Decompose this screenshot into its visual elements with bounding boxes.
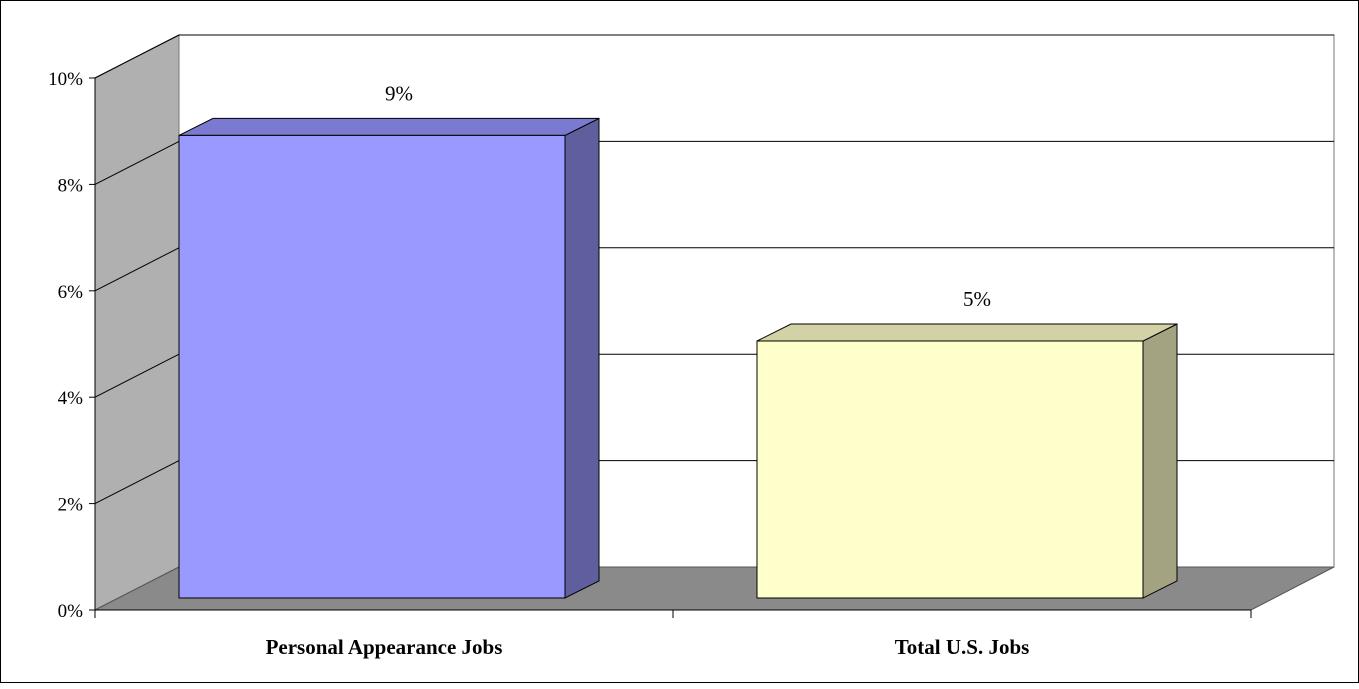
bar-1	[178, 134, 566, 599]
data-label-2: 5%	[963, 287, 991, 311]
bar-2	[756, 340, 1144, 599]
category-label-1: Personal Appearance Jobs	[266, 635, 503, 659]
gridline-side	[94, 34, 180, 79]
gridline-side	[94, 140, 180, 185]
y-tick-label: 2%	[58, 495, 84, 516]
bar-side-2	[1142, 323, 1178, 599]
y-tick-label: 6%	[58, 282, 84, 303]
y-tick-label: 10%	[48, 69, 83, 90]
bar-top-1	[178, 117, 600, 136]
bar-side-1	[564, 117, 600, 599]
gridline-side	[94, 353, 180, 398]
side-wall	[94, 34, 180, 611]
category-label-2: Total U.S. Jobs	[895, 635, 1030, 659]
y-tick-label: 4%	[58, 388, 84, 409]
gridline-side	[94, 460, 180, 505]
y-tick-label: 0%	[58, 601, 84, 622]
bar-top-2	[756, 323, 1178, 342]
data-label-1: 9%	[385, 81, 413, 105]
gridline-side	[94, 247, 180, 292]
y-tick-label: 8%	[58, 175, 84, 196]
